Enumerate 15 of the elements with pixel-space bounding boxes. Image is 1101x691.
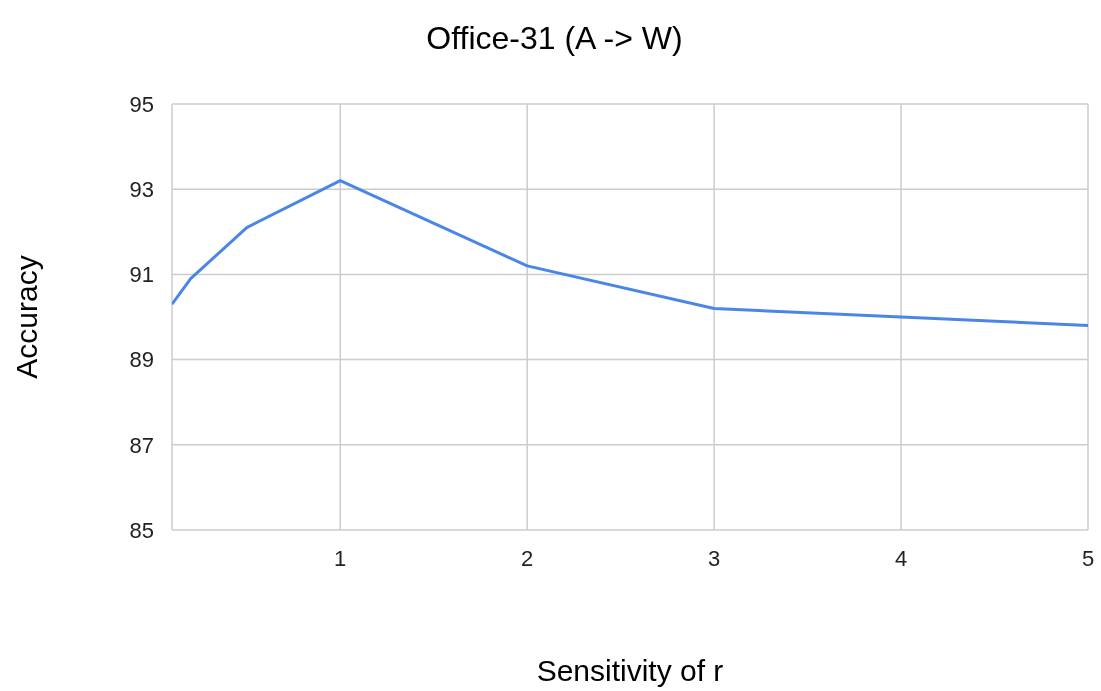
y-tick-label: 93	[129, 177, 154, 203]
x-tick-label: 2	[521, 545, 534, 571]
y-tick-label: 89	[129, 347, 154, 373]
y-tick-label: 85	[129, 517, 154, 543]
x-tick-label: 3	[708, 545, 721, 571]
x-tick-label: 4	[894, 545, 908, 571]
x-tick-label: 1	[334, 545, 347, 571]
y-tick-label: 91	[129, 262, 154, 288]
x-axis-title: Sensitivity of r	[536, 654, 724, 687]
chart-title: Office-31 (A -> W)	[425, 20, 684, 57]
y-tick-label: 95	[129, 91, 154, 117]
x-tick-label: 5	[1081, 545, 1095, 571]
line-series	[172, 179, 1088, 328]
y-axis-title: Accuracy	[9, 255, 43, 379]
y-tick-label: 87	[129, 432, 154, 458]
